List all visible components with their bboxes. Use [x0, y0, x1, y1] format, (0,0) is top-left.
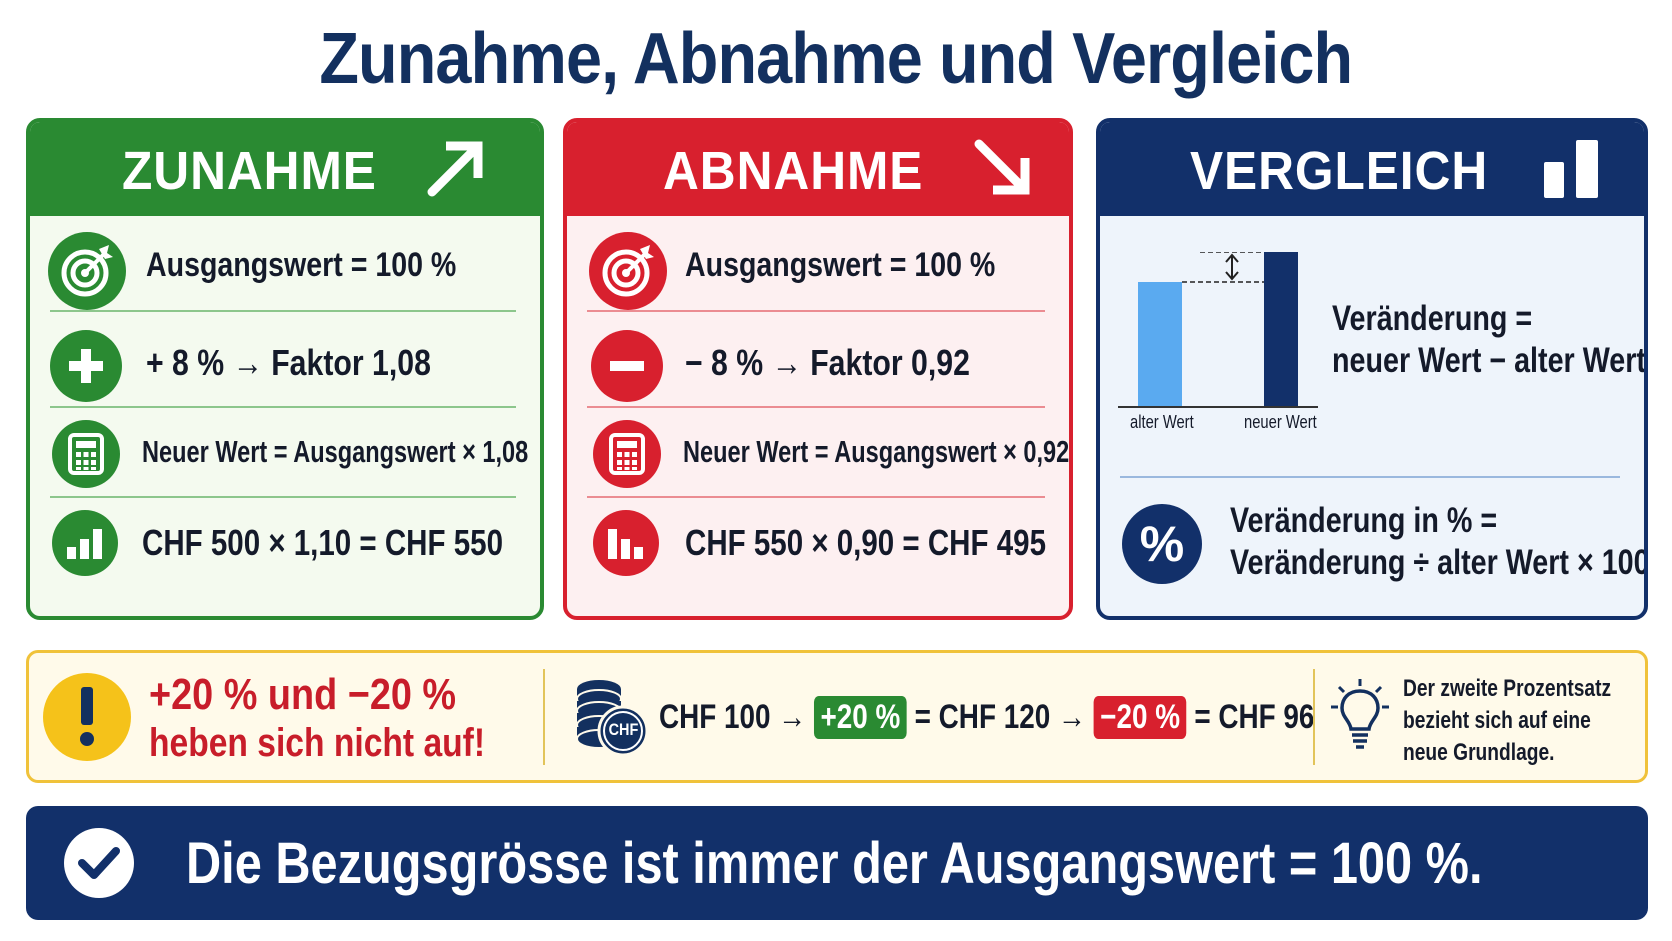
list-item: Ausgangswert = 100 %	[30, 222, 540, 318]
divider	[587, 310, 1045, 312]
divider	[50, 406, 516, 408]
list-item: − 8 % → Faktor 0,92	[567, 318, 1069, 410]
list-item: Ausgangswert = 100 %	[567, 222, 1069, 318]
bar-new-label: neuer Wert	[1244, 412, 1317, 432]
example-end: = CHF 96	[1194, 698, 1315, 736]
minus-icon	[591, 330, 663, 402]
formula-change-line-2: neuer Wert − alter Wert	[1332, 341, 1646, 380]
chip-plus-20: +20 %	[813, 696, 907, 739]
divider	[543, 669, 545, 765]
exclamation-icon	[43, 673, 131, 761]
abnahme-row-3-text: Neuer Wert = Ausgangswert × 0,92	[683, 434, 1070, 469]
coins-icon	[576, 680, 649, 757]
card-zunahme-title: ZUNAHME	[122, 141, 377, 201]
zunahme-row-2-text: + 8 % → Faktor 1,08	[146, 342, 431, 383]
list-item: Neuer Wert = Ausgangswert × 0,92	[567, 412, 1069, 496]
card-zunahme-header: ZUNAHME	[30, 122, 540, 216]
zunahme-row-3-text: Neuer Wert = Ausgangswert × 1,08	[142, 434, 529, 469]
bar-old-label: alter Wert	[1130, 412, 1194, 432]
card-abnahme-header: ABNAHME	[567, 122, 1069, 216]
warning-line-2: heben sich nicht auf!	[149, 721, 486, 765]
tip-line-3: neue Grundlage.	[1403, 739, 1555, 766]
plus-icon	[50, 330, 122, 402]
bar-old-value	[1138, 282, 1182, 406]
list-item: CHF 550 × 0,90 = CHF 495	[567, 500, 1069, 590]
page-title: Zunahme, Abnahme und Vergleich	[319, 19, 1354, 99]
calculator-icon	[52, 420, 120, 488]
summary-bar: Die Bezugsgrösse ist immer der Ausgangsw…	[26, 806, 1648, 920]
arrow-up-right-icon	[427, 141, 483, 197]
divider	[1313, 669, 1315, 765]
zunahme-row-1-text: Ausgangswert = 100 %	[146, 246, 457, 284]
divider	[1120, 476, 1620, 478]
divider	[587, 406, 1045, 408]
warning-line-1: +20 % und −20 %	[149, 670, 457, 719]
card-abnahme: ABNAHME Ausgangswert = 100 % − 8 % → Fak…	[563, 118, 1073, 620]
tip-line-2: bezieht sich auf eine	[1403, 707, 1591, 734]
divider	[50, 310, 516, 312]
tip-line-1: Der zweite Prozentsatz	[1403, 675, 1612, 702]
divider	[50, 496, 516, 498]
abnahme-row-1-text: Ausgangswert = 100 %	[685, 246, 996, 284]
example-mid: = CHF 120 →	[914, 698, 1086, 736]
example-chain: CHF 100 → +20 % = CHF 120 → −20 % = CHF …	[659, 696, 1314, 739]
card-zunahme: ZUNAHME Ausgangswert = 100 % + 8 % → Fak…	[26, 118, 544, 620]
abnahme-row-2-text: − 8 % → Faktor 0,92	[685, 342, 970, 383]
bar-chart-up-icon	[52, 510, 118, 576]
card-abnahme-title: ABNAHME	[663, 141, 924, 201]
card-vergleich-title: VERGLEICH	[1190, 141, 1489, 201]
card-vergleich-header: VERGLEICH	[1100, 122, 1644, 216]
chip-minus-20: −20 %	[1093, 696, 1187, 739]
list-item: + 8 % → Faktor 1,08	[30, 318, 540, 410]
bar-chart-down-icon	[593, 510, 659, 576]
abnahme-row-4-text: CHF 550 × 0,90 = CHF 495	[685, 522, 1046, 563]
formula-percent-line-1: Veränderung in % =	[1230, 501, 1498, 540]
example-start: CHF 100 →	[659, 698, 807, 736]
target-icon	[48, 232, 126, 310]
target-icon	[589, 232, 667, 310]
lightbulb-icon	[1331, 679, 1389, 749]
checkmark-icon	[64, 828, 134, 898]
card-vergleich: VERGLEICH alter Wert neuer Wert Veränder…	[1096, 118, 1648, 620]
coins-label: CHF	[608, 720, 638, 739]
divider	[587, 496, 1045, 498]
summary-text: Die Bezugsgrösse ist immer der Ausgangsw…	[186, 831, 1483, 896]
formula-percent-line-2: Veränderung ÷ alter Wert × 100	[1230, 543, 1648, 582]
bar-new-value	[1264, 252, 1298, 406]
list-item: Neuer Wert = Ausgangswert × 1,08	[30, 412, 540, 496]
list-item: CHF 500 × 1,10 = CHF 550	[30, 500, 540, 590]
comparison-bar-diagram	[1118, 252, 1318, 408]
arrow-down-right-icon	[974, 139, 1030, 195]
calculator-icon	[593, 420, 661, 488]
warning-box: +20 % und −20 % heben sich nicht auf! CH…	[26, 650, 1648, 783]
percent-icon: %	[1122, 504, 1202, 584]
bar-chart-icon	[1544, 140, 1598, 198]
zunahme-row-4-text: CHF 500 × 1,10 = CHF 550	[142, 522, 503, 563]
formula-change-line-1: Veränderung =	[1332, 299, 1533, 338]
